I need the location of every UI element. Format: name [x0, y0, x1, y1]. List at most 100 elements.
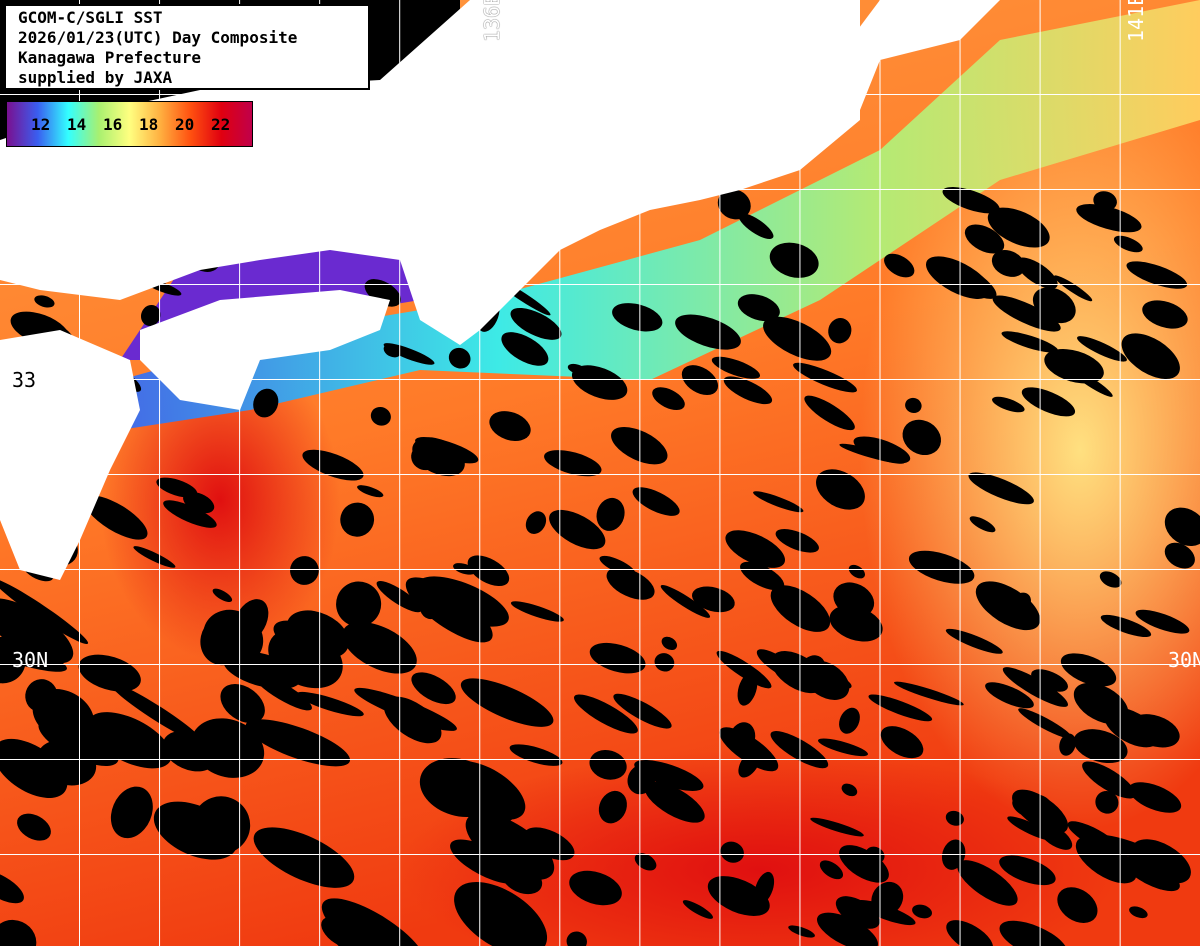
cloud-patch	[467, 555, 510, 587]
cloud-patch	[220, 683, 265, 724]
color-scale-legend: 12 14 16 18 20 22	[6, 101, 253, 147]
cloud-patch	[510, 601, 564, 622]
cloud-patch	[1073, 729, 1128, 764]
cloud-patch	[1077, 336, 1127, 362]
cloud-patch	[0, 738, 68, 798]
cloud-patch	[0, 598, 74, 664]
cloud-patch	[411, 444, 439, 471]
cloud-patch	[376, 580, 422, 613]
cloud-patch	[1067, 821, 1122, 854]
latitude-label: 33	[12, 368, 37, 392]
cloud-patch	[357, 485, 384, 498]
cloud-patch	[453, 563, 476, 575]
cloud-patch	[796, 655, 826, 687]
cloud-patch	[133, 546, 176, 568]
cloud-patch	[871, 881, 904, 916]
cloud-patch	[544, 450, 602, 477]
cloud-patch	[682, 900, 714, 919]
cloud-patch	[912, 904, 932, 919]
cloud-patch	[1037, 822, 1073, 850]
cloud-patch	[109, 682, 204, 744]
cloud-patch	[253, 827, 355, 888]
cloud-patch	[1164, 507, 1200, 547]
land-honshu	[0, 0, 860, 345]
legend-tick: 20	[175, 114, 195, 134]
cloud-patch	[370, 406, 391, 426]
cloud-patch	[675, 314, 741, 350]
cloud-patch	[1075, 836, 1137, 884]
cloud-patch	[286, 610, 349, 659]
cloud-patch	[945, 810, 964, 826]
cloud-patch	[501, 332, 549, 366]
cloud-patch	[1054, 275, 1093, 302]
cloud-patch	[828, 317, 852, 344]
cloud-patch	[110, 786, 153, 839]
cloud-patch	[191, 718, 265, 778]
cloud-patch	[793, 362, 857, 393]
cloud-patch	[253, 388, 279, 418]
cloud-patch	[819, 860, 844, 880]
cloud-patch	[839, 443, 905, 464]
cloud-patch	[661, 636, 678, 651]
cloud-patch	[810, 817, 864, 837]
title-box: GCOM-C/SGLI SST 2026/01/23(UTC) Day Comp…	[4, 4, 370, 90]
legend-tick: 12	[31, 114, 51, 134]
cloud-patch	[501, 862, 543, 895]
cloud-patch	[321, 916, 362, 946]
cloud-patch	[163, 500, 217, 528]
cloud-patch	[78, 654, 141, 692]
cloud-patch	[296, 691, 364, 717]
cloud-patch	[1060, 653, 1117, 687]
cloud-patch	[969, 516, 996, 533]
cloud-patch	[725, 530, 786, 568]
cloud-patch	[991, 250, 1025, 277]
cloud-patch	[804, 395, 855, 431]
cloud-patch	[738, 213, 774, 240]
cloud-patch	[788, 925, 815, 938]
cloud-patch	[571, 365, 628, 400]
cloud-patch	[999, 920, 1068, 946]
cloud-patch	[1024, 794, 1053, 820]
title-line: 2026/01/23(UTC) Day Composite	[18, 28, 298, 47]
cloud-patch	[321, 898, 427, 946]
cloud-patch	[707, 876, 770, 916]
cloud-patch	[829, 605, 883, 642]
title-line: Kanagawa Prefecture	[18, 48, 202, 67]
cloud-patch	[848, 564, 865, 579]
cloud-patch	[1121, 333, 1180, 380]
cloud-patch	[549, 509, 606, 550]
cloud-patch	[405, 577, 493, 643]
cloud-patch	[342, 622, 417, 674]
cloud-patch	[853, 436, 911, 464]
cloud-patch	[383, 696, 442, 744]
cloud-patch	[448, 347, 471, 369]
cloud-patch	[1129, 906, 1148, 919]
cloud-patch	[654, 653, 675, 672]
cloud-patch	[25, 679, 58, 713]
cloud-patch	[245, 719, 351, 767]
cloud-patch	[0, 919, 37, 946]
cloud-patch	[302, 449, 364, 481]
cloud-patch	[1104, 707, 1160, 748]
cloud-patch	[509, 744, 563, 766]
cloud-patch	[1076, 204, 1142, 233]
cloud-patch	[738, 749, 761, 778]
legend-tick: 22	[211, 114, 231, 134]
cloud-patch	[1164, 542, 1195, 569]
latitude-label: 30N	[12, 648, 49, 672]
land-kyushu	[0, 330, 140, 580]
cloud-patch	[290, 556, 319, 585]
cloud-patch	[644, 781, 705, 823]
cloud-patch	[1135, 609, 1190, 634]
cloud-patch	[652, 387, 685, 411]
cloud-patch	[723, 376, 773, 405]
cloud-patch	[411, 672, 456, 705]
cloud-patch	[336, 581, 382, 627]
cloud-patch	[987, 207, 1050, 248]
cloud-patch	[1123, 856, 1180, 892]
cloud-patch	[634, 759, 704, 791]
cloud-patch	[17, 813, 51, 841]
cloud-patch	[1016, 257, 1058, 289]
cloud-patch	[192, 796, 251, 854]
